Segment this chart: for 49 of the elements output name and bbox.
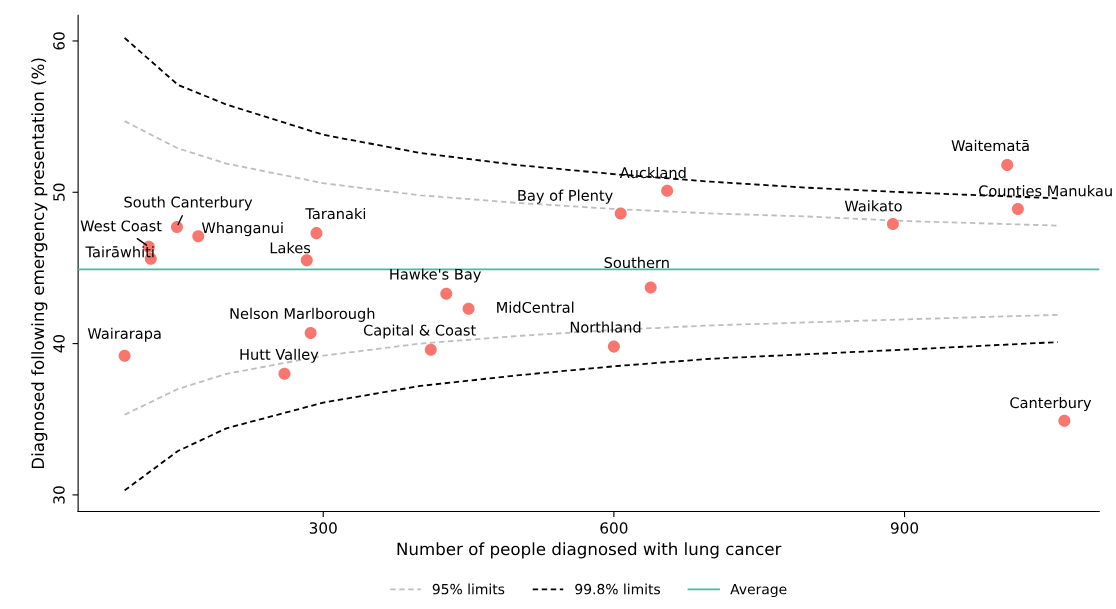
annotation: Nelson Marlborough <box>230 307 375 322</box>
annotation: West Coast <box>80 220 162 232</box>
y-tick-label: 60 <box>53 32 65 50</box>
annotation: Northland <box>570 321 641 333</box>
point <box>304 326 317 340</box>
point <box>310 227 323 240</box>
annotation: Auckland <box>619 166 686 179</box>
annotation: Waikato <box>844 200 902 212</box>
point <box>1001 159 1014 172</box>
annotation: Tairāwhiti <box>85 246 154 258</box>
point <box>1058 414 1071 427</box>
annotation: Canterbury <box>1010 396 1092 412</box>
legend-label: Average <box>730 584 787 598</box>
point <box>118 349 131 362</box>
annotation: Southern <box>604 256 669 269</box>
legend-label: 95% limits <box>432 583 505 595</box>
point <box>462 302 475 315</box>
point <box>1011 202 1024 215</box>
point <box>644 281 657 294</box>
annotation: Capital & Coast <box>363 324 476 339</box>
annotation: Lakes <box>270 242 311 254</box>
annotation: MidCentral <box>497 301 574 313</box>
point <box>170 221 183 234</box>
point <box>278 367 291 380</box>
y-tick-label: 30 <box>53 486 65 504</box>
y-axis-title: Diagnosed following emergency presentation (%) <box>31 58 48 469</box>
y-tick-label: 40 <box>53 334 65 353</box>
point <box>424 343 437 356</box>
annotation: Counties Manukau <box>979 185 1112 197</box>
x-axis-title: Number of people diagnosed with lung cancer <box>397 542 782 559</box>
annotation: Wairarapa <box>87 327 161 342</box>
point <box>607 340 620 353</box>
y-tick-label: 50 <box>53 183 65 201</box>
point <box>300 254 313 267</box>
legend-label: 99.8% limits <box>575 583 661 595</box>
annotation: Waitematā <box>951 139 1029 152</box>
annotation: Hawke's Bay <box>390 268 481 283</box>
x-tick-label: 300 <box>309 522 337 534</box>
point <box>661 184 674 197</box>
annotation: South Canterbury <box>124 196 253 211</box>
x-tick-label: 600 <box>600 522 628 534</box>
annotation: Taranaki <box>305 207 366 220</box>
x-tick-label: 900 <box>890 522 919 534</box>
annotation: Whanganui <box>201 222 283 237</box>
annotation: Hutt Valley <box>240 348 319 363</box>
point <box>614 207 627 220</box>
annotation: Bay of Plenty <box>518 189 613 204</box>
point <box>886 218 899 231</box>
point <box>440 287 453 300</box>
